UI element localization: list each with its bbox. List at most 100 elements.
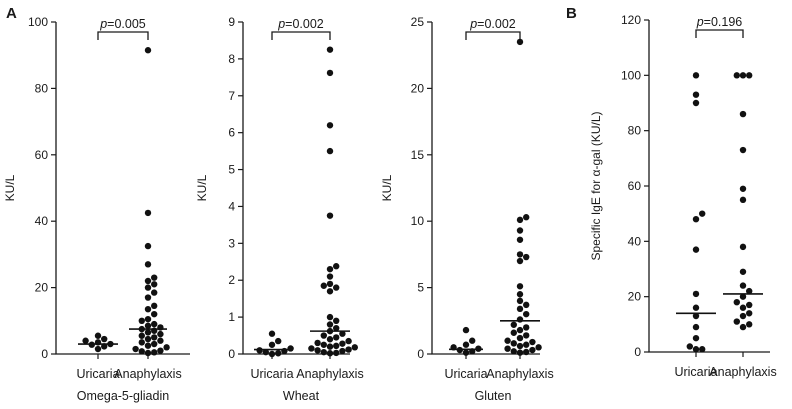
data-point-uricaria	[692, 290, 700, 298]
y-tick-label: 60	[35, 148, 49, 162]
data-point-anaphylaxis	[523, 214, 530, 221]
data-point-anaphylaxis	[516, 326, 524, 334]
data-point-anaphylaxis	[333, 317, 340, 324]
p-symbol: p	[277, 17, 285, 31]
data-point-uricaria	[101, 335, 108, 343]
data-point-anaphylaxis	[516, 227, 524, 234]
y-tick-label: 6	[228, 126, 235, 140]
data-point-anaphylaxis	[516, 342, 524, 350]
p-value: =0.002	[477, 17, 516, 31]
data-point-uricaria	[287, 345, 294, 352]
y-tick-label: 100	[621, 68, 641, 82]
data-point-anaphylaxis	[326, 343, 334, 350]
data-point-anaphylaxis	[151, 334, 158, 341]
data-point-anaphylaxis	[333, 324, 340, 332]
data-point-anaphylaxis	[326, 46, 334, 53]
y-tick-label: 20	[411, 81, 425, 95]
x-category-label: Anaphylaxis	[296, 367, 363, 381]
data-point-uricaria	[462, 326, 470, 334]
data-point-anaphylaxis	[510, 340, 517, 347]
data-point-anaphylaxis	[516, 305, 524, 313]
chart-2: 0 1 2 3 4 5 6 7 8 9 Uricaria Anaphylaxis Wheat KU/L p=…	[195, 15, 364, 403]
data-point-anaphylaxis	[339, 340, 346, 347]
data-point-uricaria	[692, 91, 700, 98]
y-tick-label: 5	[228, 163, 235, 177]
data-point-anaphylaxis	[739, 268, 747, 275]
data-point-anaphylaxis	[151, 274, 158, 281]
y-axis-title: KU/L	[3, 174, 17, 201]
data-point-anaphylaxis	[320, 332, 327, 339]
y-tick-label: 25	[411, 15, 425, 29]
data-point-anaphylaxis	[333, 284, 340, 291]
data-point-anaphylaxis	[739, 185, 747, 192]
data-point-anaphylaxis	[746, 287, 753, 295]
x-category-label: Anaphylaxis	[486, 367, 553, 381]
x-category-label: Uricaria	[444, 367, 487, 381]
data-point-uricaria	[275, 337, 282, 345]
data-point-uricaria	[275, 350, 282, 357]
x-category-label: Uricaria	[76, 367, 119, 381]
y-tick-label: 80	[35, 81, 49, 95]
data-point-anaphylaxis	[516, 334, 524, 342]
data-point-anaphylaxis	[326, 212, 334, 219]
charts: 020406080100UricariaAnaphylaxisOmega-5-g…	[3, 13, 777, 403]
data-point-anaphylaxis	[144, 342, 152, 349]
x-axis-title: Omega-5-gliadin	[77, 389, 169, 403]
y-tick-label: 2	[228, 273, 235, 287]
data-point-anaphylaxis	[151, 349, 158, 356]
data-point-anaphylaxis	[320, 348, 327, 356]
data-point-anaphylaxis	[345, 346, 352, 353]
data-point-uricaria	[692, 72, 700, 79]
data-point-anaphylaxis	[138, 339, 145, 346]
significance-bracket	[97, 31, 149, 40]
data-point-anaphylaxis	[326, 265, 334, 273]
data-point-uricaria	[94, 332, 102, 339]
y-tick-label: 80	[628, 124, 642, 138]
y-tick-label: 40	[35, 214, 49, 228]
data-point-anaphylaxis	[326, 288, 334, 295]
p-symbol: p	[696, 15, 704, 29]
p-symbol: p	[469, 17, 477, 31]
data-point-anaphylaxis	[144, 315, 152, 323]
x-category-label: Anaphylaxis	[709, 365, 776, 379]
data-point-anaphylaxis	[314, 339, 321, 347]
data-point-anaphylaxis	[151, 320, 158, 328]
y-axis-title: KU/L	[380, 174, 394, 201]
y-tick-label: 0	[41, 347, 48, 361]
y-axis-title: KU/L	[195, 174, 209, 201]
data-point-uricaria	[692, 323, 700, 331]
data-point-anaphylaxis	[345, 337, 352, 345]
data-point-anaphylaxis	[523, 332, 530, 339]
data-point-uricaria	[462, 349, 470, 356]
data-point-anaphylaxis	[144, 349, 152, 357]
data-point-anaphylaxis	[314, 347, 321, 354]
data-point-anaphylaxis	[132, 345, 139, 353]
data-point-uricaria	[692, 346, 700, 353]
data-point-uricaria	[268, 330, 276, 337]
x-category-label: Anaphylaxis	[114, 367, 181, 381]
data-point-anaphylaxis	[151, 302, 158, 310]
p-symbol: p	[99, 17, 107, 31]
data-point-anaphylaxis	[746, 301, 753, 309]
data-point-anaphylaxis	[144, 261, 152, 268]
data-point-uricaria	[469, 337, 476, 344]
data-point-anaphylaxis	[739, 293, 747, 300]
data-point-anaphylaxis	[144, 242, 152, 250]
data-point-anaphylaxis	[516, 297, 524, 305]
data-point-anaphylaxis	[144, 47, 152, 54]
data-point-anaphylaxis	[739, 196, 747, 204]
y-tick-label: 120	[621, 13, 641, 27]
x-category-label: Uricaria	[674, 365, 717, 379]
data-point-anaphylaxis	[151, 289, 158, 296]
y-tick-label: 4	[228, 199, 235, 213]
data-point-anaphylaxis	[320, 282, 327, 289]
data-point-anaphylaxis	[523, 310, 530, 318]
data-point-anaphylaxis	[138, 348, 145, 355]
data-point-anaphylaxis	[739, 282, 747, 289]
y-tick-label: 20	[628, 290, 642, 304]
data-point-anaphylaxis	[529, 346, 536, 354]
data-point-anaphylaxis	[733, 299, 740, 306]
data-point-anaphylaxis	[523, 348, 530, 356]
y-tick-label: 100	[28, 15, 48, 29]
